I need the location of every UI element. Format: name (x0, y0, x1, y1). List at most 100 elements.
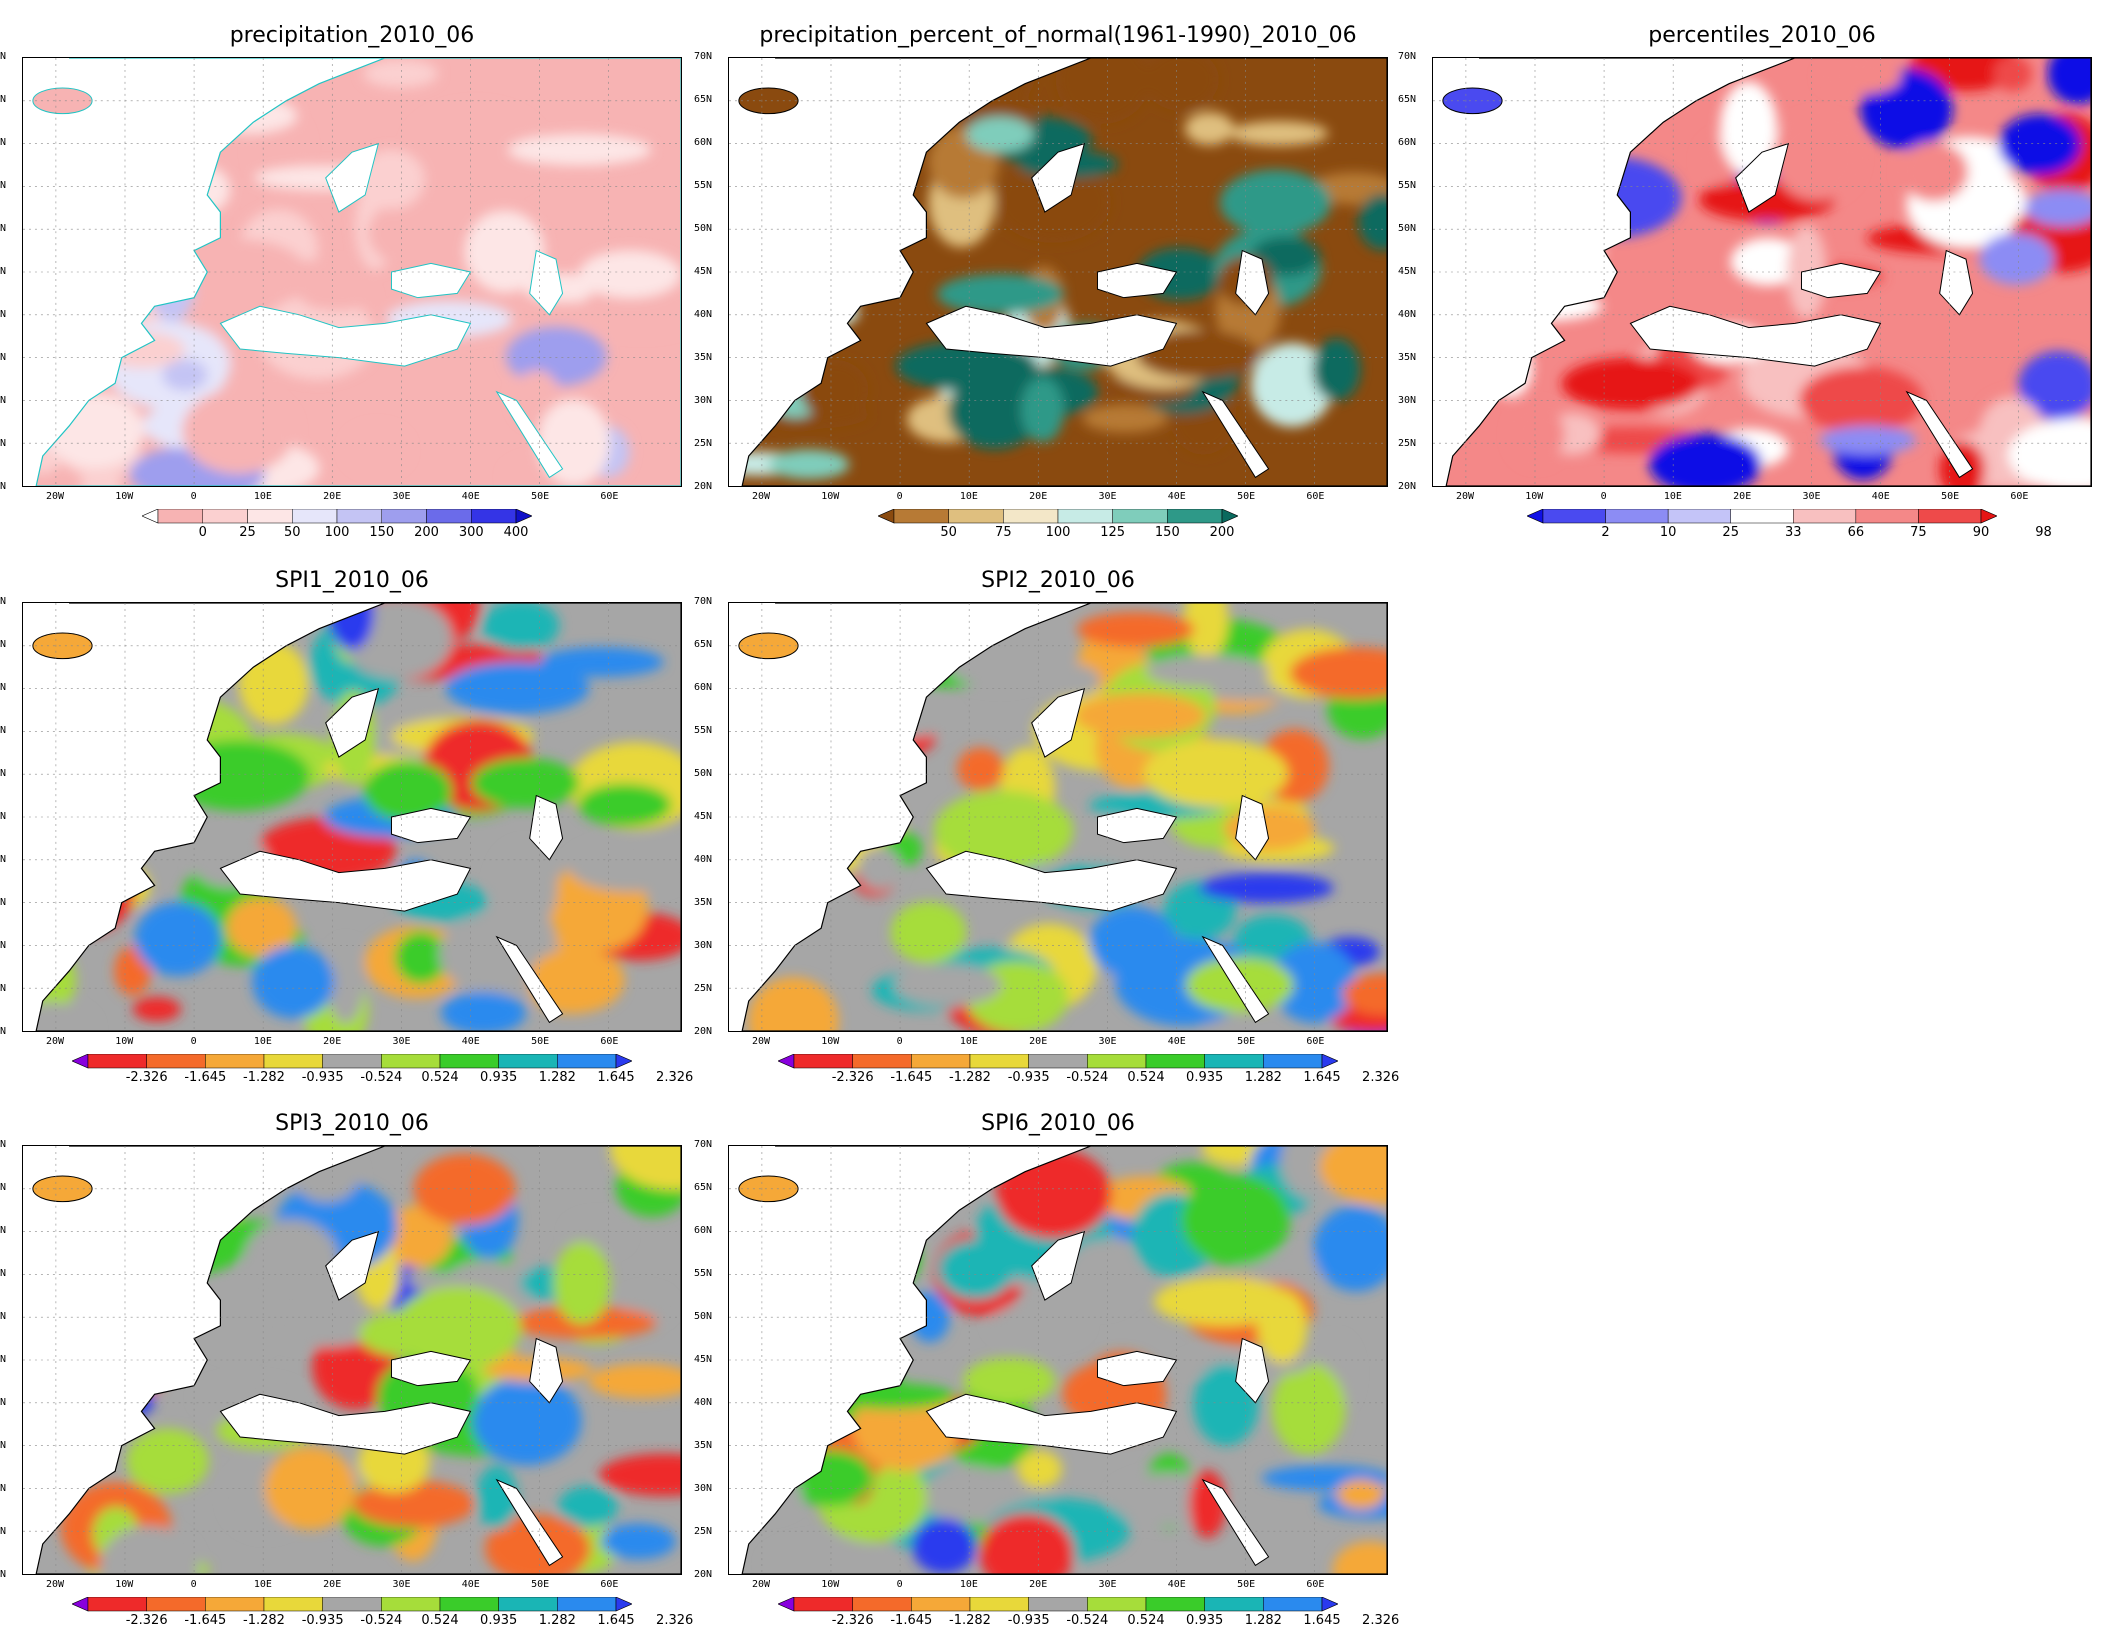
field-blob (1250, 342, 1334, 427)
lon-tick-label: 0 (1600, 491, 1607, 502)
colorbar-tick-label: 125 (1100, 525, 1126, 540)
field-blob (793, 202, 884, 254)
lat-tick-label: 40N (694, 309, 713, 320)
field-blob (1064, 1239, 1139, 1312)
colorbar-extend-high (1321, 1597, 1338, 1612)
colorbar-tick-label: -0.935 (301, 1070, 344, 1085)
field-blob (36, 800, 62, 881)
lat-tick-label: 20N (694, 481, 713, 492)
field-blob (2007, 418, 2091, 486)
field-blob (472, 1376, 582, 1466)
field-blob (327, 941, 364, 1024)
colorbar-tick-label: 2 (1601, 525, 1610, 540)
sea-area (1096, 807, 1178, 844)
field-blob (192, 1287, 279, 1356)
colorbar-tick-label: -0.935 (301, 1613, 344, 1628)
colorbar-swatch (292, 509, 338, 524)
field-blob (363, 59, 438, 88)
field-blob (797, 1218, 835, 1247)
colorbar-swatch (87, 1597, 147, 1612)
sea-area (325, 1230, 380, 1301)
colorbar-tick-label: 1.645 (1303, 1070, 1341, 1085)
sea-area (1096, 1350, 1178, 1387)
field-blob (36, 1298, 73, 1332)
lon-tick-label: 20W (45, 1036, 65, 1047)
sea-area (1905, 390, 1974, 479)
sea-area (1031, 1230, 1086, 1301)
lat-tick-label: 25N (0, 1526, 7, 1537)
colorbar-tick-label: -1.282 (949, 1070, 991, 1085)
field-blob (748, 977, 839, 1031)
field-blob (1910, 58, 2021, 91)
field-blob (1143, 58, 1219, 111)
lat-tick-label: 40N (1398, 309, 1417, 320)
lat-tick-label: 20N (1398, 481, 1417, 492)
colorbar-swatch (557, 1054, 617, 1069)
lat-tick-label: 45N (694, 811, 713, 822)
field-blob (568, 840, 681, 892)
field-blob (1082, 404, 1168, 433)
colorbar-tick-label: -0.524 (1066, 1613, 1109, 1628)
colorbar-tick-label: 0.935 (480, 1070, 518, 1085)
colorbar-swatch (1542, 509, 1606, 524)
field-blob (995, 1148, 1112, 1239)
lon-tick-label: 20E (1029, 491, 1048, 502)
panel-title: precipitation_2010_06 (229, 23, 475, 48)
field-blob (1154, 1276, 1291, 1327)
field-blob (933, 790, 1074, 872)
lon-tick-label: 60E (2010, 491, 2029, 502)
map-frame (728, 57, 1388, 487)
field-blob (1448, 174, 1544, 259)
colorbar-swatch (1855, 509, 1919, 524)
field-blob (1219, 169, 1331, 236)
lon-tick-label: 10E (253, 491, 272, 502)
colorbar-tick-label: 33 (1785, 525, 1802, 540)
field-blob (104, 603, 216, 650)
field-blob (1319, 1146, 1387, 1206)
sea-area (495, 935, 564, 1024)
field-blob (1450, 210, 1488, 244)
field-blob (925, 1465, 1013, 1513)
colorbar-swatch (1145, 1054, 1205, 1069)
field-blob (558, 1485, 618, 1528)
colorbar-tick-label: 0.935 (1186, 1613, 1224, 1628)
colorbar-swatch (852, 1597, 912, 1612)
lat-tick-label: 60N (0, 1225, 7, 1236)
field-blob (505, 326, 607, 387)
lon-tick-label: 60E (1306, 1579, 1325, 1590)
field-blob (100, 331, 185, 369)
field-blob (936, 273, 1065, 315)
field-blob (292, 1146, 360, 1203)
lon-tick-label: 20W (751, 1579, 771, 1590)
map-canvas (729, 603, 1387, 1031)
field-blob (126, 1428, 209, 1494)
field-blob (1993, 58, 2033, 92)
colorbar-tick-label: 2.326 (1362, 1613, 1400, 1628)
field-blob (790, 727, 911, 787)
lat-tick-label: 35N (1398, 352, 1417, 363)
colorbar-swatch (471, 509, 517, 524)
lat-tick-label: 20N (0, 1569, 7, 1580)
field-blob (778, 1214, 922, 1302)
coastline (1445, 58, 2091, 486)
lat-tick-label: 30N (1398, 395, 1417, 406)
field-blob (267, 1312, 378, 1348)
field-blob (69, 142, 146, 226)
lat-tick-label: 50N (1398, 223, 1417, 234)
lat-tick-label: 70N (1398, 51, 1417, 62)
map-panel-p2: precipitation_percent_of_normal(1961-199… (694, 23, 1388, 540)
lon-tick-label: 0 (190, 491, 197, 502)
field-blob (139, 699, 185, 770)
field-blob (104, 1222, 244, 1277)
colorbar-tick-label: 1.282 (538, 1070, 576, 1085)
coastline (35, 58, 681, 486)
lon-tick-label: 20E (1029, 1036, 1048, 1047)
colorbar-tick-label: -1.282 (243, 1613, 285, 1628)
lat-tick-label: 65N (694, 94, 713, 105)
colorbar-tick-label: -2.326 (831, 1070, 874, 1085)
colorbar-tick-label: 90 (1972, 525, 1990, 540)
colorbar-swatch (793, 1054, 853, 1069)
field-blob (894, 964, 1002, 1006)
field-blob (766, 1268, 911, 1350)
colorbar-swatch (426, 509, 472, 524)
